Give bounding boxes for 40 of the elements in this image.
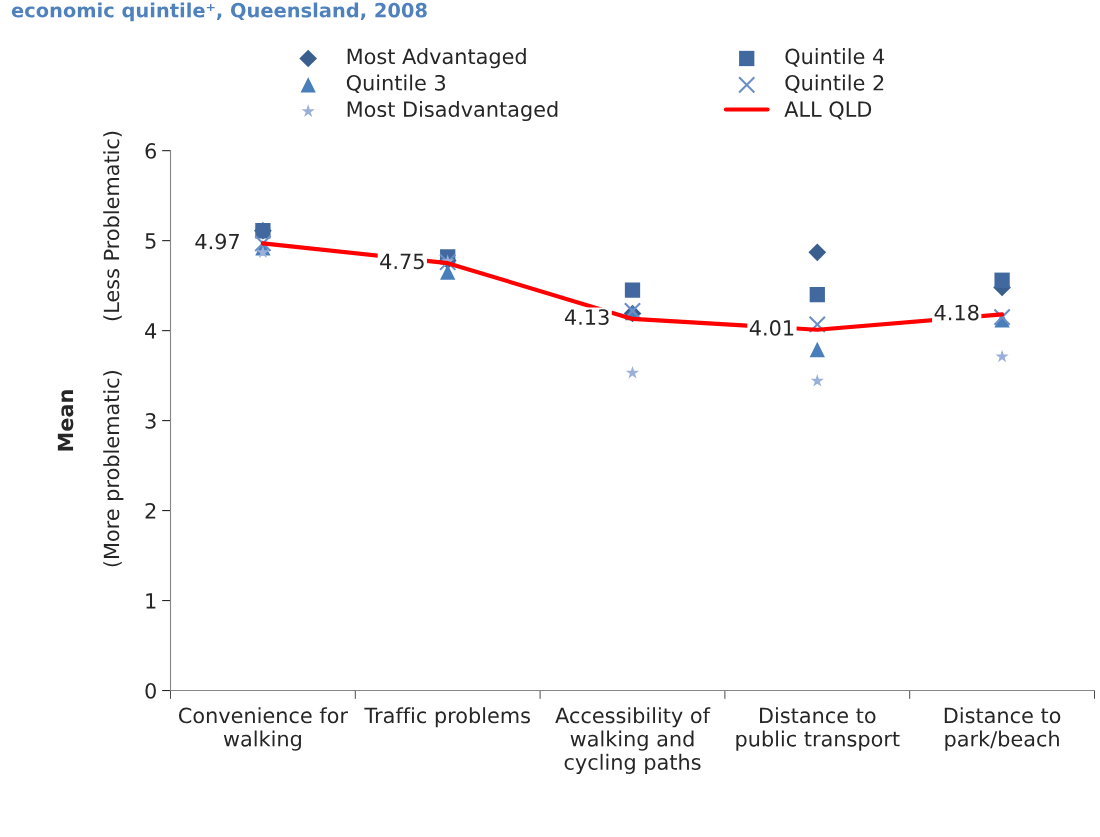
legend-label: Most Advantaged bbox=[347, 48, 526, 69]
point bbox=[808, 315, 826, 333]
legend-label: Quintile 3 bbox=[346, 74, 446, 94]
chart-title: economic quintile⁺, Queensland, 2008 bbox=[11, 2, 427, 22]
text: (Less Problematic) bbox=[103, 131, 122, 321]
point bbox=[625, 365, 640, 379]
legend-label: Quintile 4 bbox=[785, 48, 885, 67]
y-tick-label: 4 bbox=[145, 323, 157, 339]
y-tick-label: 2 bbox=[145, 503, 156, 519]
y-tick-label: 5 bbox=[145, 233, 156, 249]
point bbox=[256, 245, 270, 258]
y-tick-label: 6 bbox=[145, 143, 156, 159]
x-tick-label: Convenience for walking bbox=[178, 707, 348, 751]
point bbox=[254, 234, 272, 253]
y-tick-label: 3 bbox=[145, 413, 156, 429]
point bbox=[994, 272, 1010, 288]
legend-label: Quintile 2 bbox=[785, 74, 884, 94]
data-label: 4.01 bbox=[749, 320, 794, 336]
text: (More problematic) bbox=[103, 371, 124, 567]
x-tick-label: Distance to public transport bbox=[736, 707, 900, 751]
x-tick-label: Traffic problems bbox=[364, 707, 530, 728]
legend-label: ALL QLD bbox=[784, 101, 872, 120]
point bbox=[809, 286, 825, 303]
x-tick-label: Accessibility of walking and cycling paths bbox=[555, 707, 711, 775]
point bbox=[993, 308, 1011, 326]
data-label: 4.18 bbox=[934, 304, 979, 321]
x-tick-label: Distance to park/beach bbox=[944, 707, 1061, 751]
point bbox=[440, 264, 456, 280]
data-label: 4.13 bbox=[564, 309, 609, 325]
point bbox=[995, 349, 1009, 363]
data-label: 4.97 bbox=[195, 233, 239, 250]
legend-label: Most Disadvantaged bbox=[347, 100, 558, 122]
point bbox=[810, 374, 824, 387]
point bbox=[809, 341, 825, 358]
point bbox=[808, 243, 827, 262]
y-tick-label: 1 bbox=[146, 593, 156, 609]
y-tick-label: 0 bbox=[145, 682, 156, 699]
data-label: 4.75 bbox=[380, 253, 424, 270]
point bbox=[624, 282, 641, 298]
y-axis-title: Mean bbox=[57, 390, 74, 451]
